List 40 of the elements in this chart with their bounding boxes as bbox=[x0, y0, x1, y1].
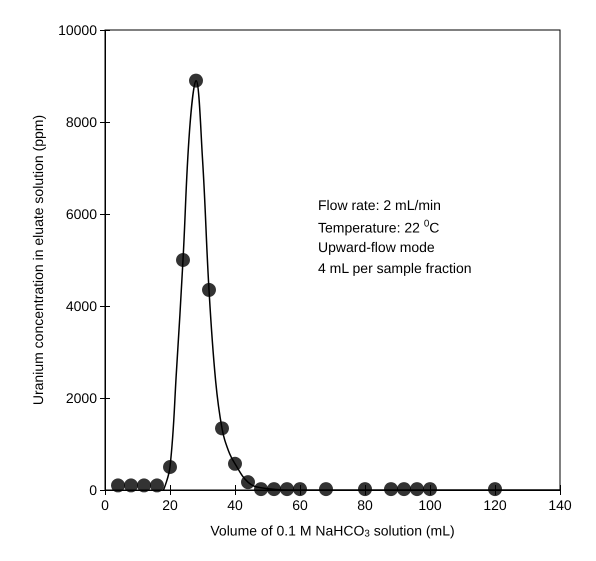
point bbox=[410, 482, 424, 496]
x-tick-label: 40 bbox=[227, 497, 243, 513]
x-tick-label: 100 bbox=[418, 497, 442, 513]
point bbox=[358, 482, 372, 496]
annotation: Upward-flow mode bbox=[318, 239, 435, 255]
point bbox=[267, 482, 281, 496]
y-tick-label: 6000 bbox=[66, 206, 98, 222]
point bbox=[423, 482, 437, 496]
point bbox=[488, 482, 502, 496]
point bbox=[215, 421, 229, 436]
annotation: 4 mL per sample fraction bbox=[318, 260, 472, 276]
annotation: Flow rate: 2 mL/min bbox=[318, 197, 441, 213]
y-axis-title: Uranium concentration in eluate solution (ppm) bbox=[30, 114, 46, 406]
point bbox=[150, 478, 164, 492]
x-tick-label: 0 bbox=[101, 497, 110, 513]
point bbox=[319, 482, 333, 496]
point bbox=[202, 282, 216, 297]
point bbox=[111, 478, 125, 492]
point bbox=[189, 74, 203, 88]
x-tick-label: 120 bbox=[483, 497, 507, 513]
point bbox=[124, 478, 138, 492]
y-tick-label: 2000 bbox=[66, 390, 98, 406]
point bbox=[254, 482, 268, 496]
point bbox=[384, 482, 398, 496]
x-tick-label: 80 bbox=[357, 497, 373, 513]
y-tick-label: 0 bbox=[89, 482, 98, 498]
point bbox=[241, 475, 255, 490]
x-tick-label: 140 bbox=[548, 497, 572, 513]
point bbox=[176, 253, 190, 267]
point bbox=[280, 482, 294, 496]
x-tick-label: 20 bbox=[162, 497, 178, 513]
point bbox=[163, 460, 177, 474]
point bbox=[397, 482, 411, 496]
y-tick-label: 8000 bbox=[66, 114, 98, 130]
point bbox=[228, 456, 242, 471]
point bbox=[293, 482, 307, 496]
y-tick-label: 10000 bbox=[58, 22, 98, 38]
point bbox=[137, 478, 151, 492]
y-tick-label: 4000 bbox=[66, 298, 98, 314]
x-tick-label: 60 bbox=[292, 497, 308, 513]
